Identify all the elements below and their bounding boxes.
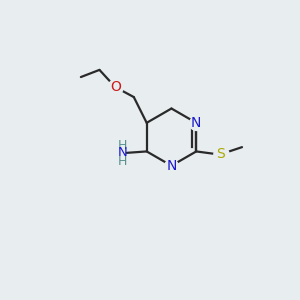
Text: N: N [191, 116, 201, 130]
Text: H: H [118, 155, 127, 168]
Text: H: H [118, 139, 127, 152]
Text: N: N [166, 159, 177, 173]
Text: O: O [110, 80, 121, 94]
Text: N: N [118, 146, 127, 159]
Text: S: S [216, 147, 225, 161]
